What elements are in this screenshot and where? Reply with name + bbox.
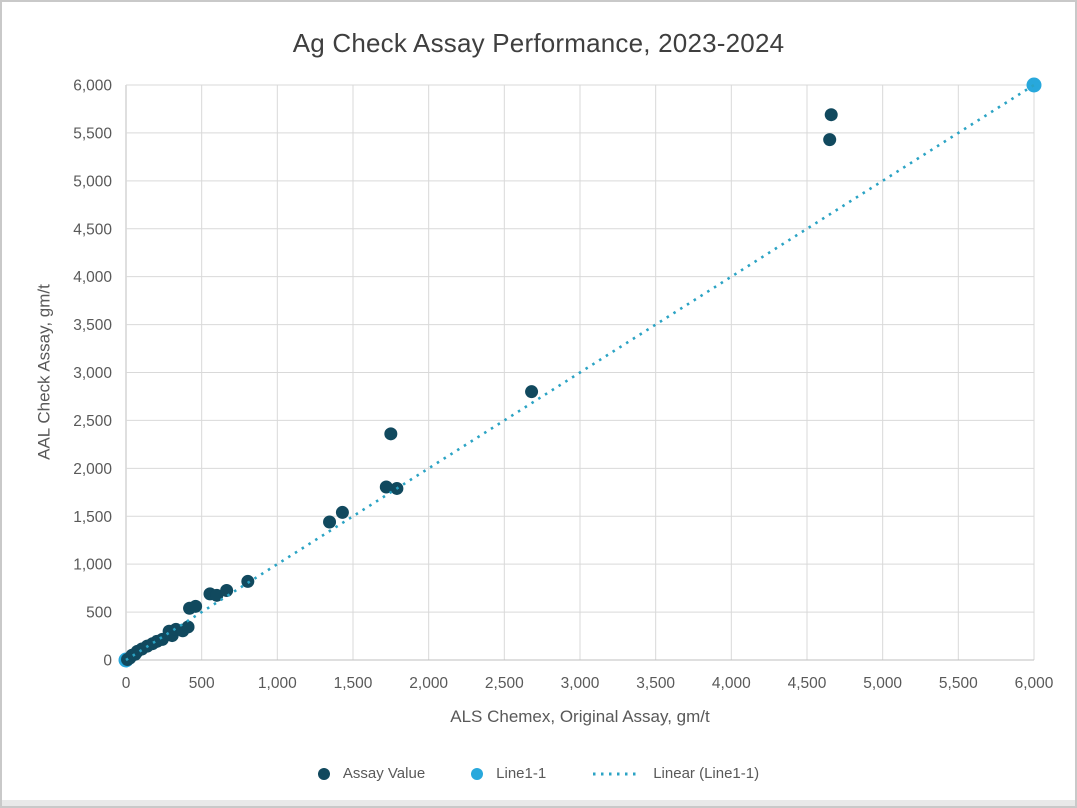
line1-marker-icon	[471, 767, 484, 780]
y-tick-label: 5,000	[73, 173, 112, 190]
assay-value-point	[379, 480, 393, 494]
y-tick-label: 4,000	[73, 269, 112, 286]
line1-point	[1026, 77, 1042, 93]
x-tick-label: 2,000	[409, 675, 448, 692]
chart-legend: Assay Value Line1-1 Linear (Line1-1)	[2, 765, 1075, 782]
x-tick-label: 6,000	[1015, 675, 1054, 692]
y-tick-label: 500	[86, 605, 112, 622]
legend-item-line1: Line1-1	[471, 765, 546, 782]
y-tick-label: 3,000	[73, 365, 112, 382]
dotted-trendline-icon	[593, 772, 640, 775]
legend-item-linear: Linear (Line1-1)	[592, 765, 759, 782]
x-tick-label: 3,500	[636, 675, 675, 692]
y-tick-label: 0	[103, 653, 112, 670]
x-tick-label: 3,000	[561, 675, 600, 692]
assay-value-marker-icon	[317, 767, 330, 780]
legend-item-assay-value: Assay Value	[317, 765, 426, 782]
chart-title: Ag Check Assay Performance, 2023-2024	[292, 28, 785, 58]
y-tick-label: 3,500	[73, 317, 112, 334]
x-tick-label: 5,500	[939, 675, 978, 692]
assay-value-point	[323, 515, 337, 529]
assay-value-point	[335, 505, 349, 519]
y-tick-label: 4,500	[73, 221, 112, 238]
assay-value-point	[189, 599, 203, 613]
assay-value-point	[384, 427, 398, 441]
assay-value-point	[823, 133, 837, 147]
assay-value-point	[220, 584, 234, 598]
y-tick-label: 2,500	[73, 413, 112, 430]
y-tick-label: 1,000	[73, 557, 112, 574]
x-tick-label: 2,500	[485, 675, 524, 692]
x-tick-label: 4,000	[712, 675, 751, 692]
window-bottom-edge	[2, 800, 1075, 806]
y-axis-title: AAL Check Assay, gm/t	[34, 284, 54, 460]
assay-value-point	[824, 108, 838, 122]
x-tick-label: 500	[189, 675, 215, 692]
x-tick-label: 0	[122, 675, 131, 692]
x-tick-label: 1,500	[334, 675, 373, 692]
assay-value-point	[525, 385, 539, 399]
assay-value-point	[210, 588, 224, 602]
x-tick-label: 4,500	[788, 675, 827, 692]
legend-label-linear: Linear (Line1-1)	[653, 765, 760, 782]
x-tick-label: 5,000	[863, 675, 902, 692]
assay-value-point	[181, 620, 195, 634]
legend-label-line1: Line1-1	[496, 765, 547, 782]
y-tick-label: 6,000	[73, 78, 112, 95]
linear-trendline	[125, 83, 1035, 662]
x-tick-label: 1,000	[258, 675, 297, 692]
legend-label-assay-value: Assay Value	[342, 765, 426, 782]
y-tick-label: 2,000	[73, 461, 112, 478]
y-tick-label: 1,500	[73, 509, 112, 526]
y-tick-label: 5,500	[73, 125, 112, 142]
x-axis-title: ALS Chemex, Original Assay, gm/t	[450, 707, 710, 726]
